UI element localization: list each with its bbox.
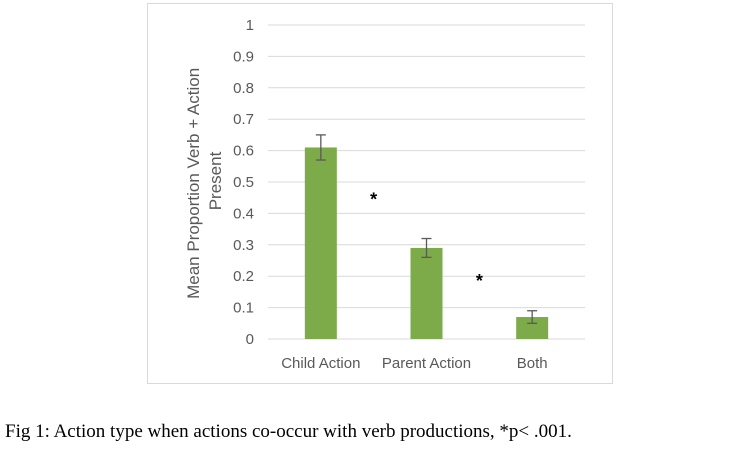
category-label: Both — [517, 355, 548, 372]
bar — [516, 317, 549, 339]
category-label: Child Action — [281, 355, 360, 372]
y-axis-title-line-2: Present — [206, 151, 225, 210]
figure-caption: Fig 1: Action type when actions co-occur… — [5, 421, 572, 442]
y-tick-labels: 0 0.1 0.2 0.3 0.4 0.5 0.6 0.7 0.8 0.9 1 — [233, 17, 254, 348]
bars — [304, 147, 549, 339]
bar — [410, 247, 443, 339]
y-tick-label: 1 — [246, 17, 254, 34]
y-tick-label: 0.8 — [233, 80, 254, 97]
bar — [304, 147, 337, 339]
significance-asterisk: * — [476, 271, 483, 291]
y-tick-label: 0.7 — [233, 111, 254, 128]
y-axis-title: Mean Proportion Verb + Action Present — [184, 63, 225, 299]
y-tick-label: 0.9 — [233, 48, 254, 65]
error-bar — [527, 310, 538, 324]
y-tick-label: 0.6 — [233, 143, 254, 160]
significance-asterisk: * — [370, 189, 377, 209]
error-bars — [315, 134, 538, 324]
category-label: Parent Action — [382, 355, 471, 372]
y-tick-label: 0.5 — [233, 174, 254, 191]
y-tick-label: 0.4 — [233, 205, 254, 222]
category-labels: Child Action Parent Action Both — [281, 355, 547, 372]
y-tick-label: 0.3 — [233, 237, 254, 254]
y-tick-label: 0 — [246, 331, 254, 348]
y-axis-title-line-1: Mean Proportion Verb + Action — [184, 68, 203, 299]
error-bar — [315, 134, 326, 161]
significance-marks: ** — [370, 189, 483, 291]
error-bar — [421, 237, 432, 259]
y-tick-label: 0.1 — [233, 300, 254, 317]
y-tick-label: 0.2 — [233, 268, 254, 285]
